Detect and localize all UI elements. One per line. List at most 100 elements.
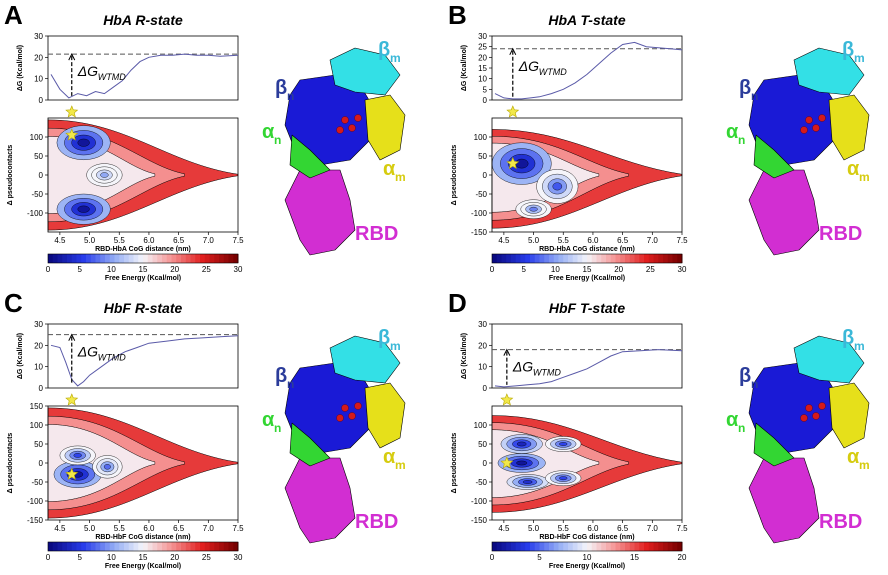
panel-b-beta-m-domain bbox=[793, 47, 865, 96]
panel-c-title: HbF R-state bbox=[104, 300, 183, 316]
panel-c-colorbar-segment-17 bbox=[128, 542, 134, 551]
panel-b-rbd-domain bbox=[748, 169, 820, 256]
panel-d-colorbar-segment-34 bbox=[653, 542, 659, 551]
panel-c-dg-ytick-label-10: 10 bbox=[34, 363, 43, 372]
panel-c-label-alpha-n-sub: n bbox=[274, 421, 281, 435]
panel-a-colorbar-frame bbox=[47, 253, 239, 264]
panel-b-colorbar-segment-7 bbox=[525, 254, 531, 263]
panel-d-dg-annotation: ΔG bbox=[512, 359, 533, 375]
panel-c-letter: C bbox=[4, 288, 23, 318]
panel-b-fe-xtick-label-7-5: 7.5 bbox=[676, 236, 688, 245]
panel-a-dg-ylabel: ΔG (Kcal/mol) bbox=[17, 45, 24, 91]
panel-c-colorbar-segment-12 bbox=[105, 542, 111, 551]
panel-a-structure bbox=[284, 47, 406, 256]
panel-b-colorbar-segment-38 bbox=[672, 254, 678, 263]
panel-d-fe-xtick-label-7-0: 7.0 bbox=[647, 524, 659, 533]
panel-d-letter: D bbox=[448, 288, 467, 318]
panel-d-fe-ylabel: Δ pseudocontacts bbox=[451, 433, 458, 494]
panel-b-fe-star bbox=[506, 156, 520, 170]
panel-a-heme-0 bbox=[341, 116, 349, 124]
panel-a-fe-xtick-label-5-0: 5.0 bbox=[84, 236, 96, 245]
panel-a-label-alpha-n: α bbox=[262, 121, 275, 143]
panel-c-colorbar-segment-14 bbox=[114, 542, 120, 551]
panel-b-heme-0 bbox=[805, 116, 813, 124]
panel-d-dg-arrowhead-top bbox=[503, 348, 511, 356]
panel-d-fe-minimum-0-level-3 bbox=[516, 441, 527, 447]
panel-a-colorbar-segment-21 bbox=[147, 254, 153, 263]
panel-b-colorbar-segment-33 bbox=[648, 254, 654, 263]
panel-c-colorbar-segment-11 bbox=[100, 542, 106, 551]
panel-d-title: HbF T-state bbox=[549, 300, 625, 316]
panel-c-dg-star bbox=[65, 393, 79, 406]
panel-b-fe-ytick-label-50: -50 bbox=[475, 190, 487, 199]
panel-d-colorbar-segment-14 bbox=[558, 542, 564, 551]
panel-d-fe-xlabel: RBD-HbF CoG distance (nm) bbox=[539, 534, 634, 541]
panel-a-colorbar-segment-11 bbox=[100, 254, 106, 263]
panel-d-heme-0 bbox=[805, 404, 813, 412]
panel-c-colorbar-segment-2 bbox=[57, 542, 63, 551]
panel-b-alpha-n-domain bbox=[753, 134, 795, 179]
panel-d-fe-xtick-label-7-5: 7.5 bbox=[676, 524, 688, 533]
panel-b-colorbar-segment-36 bbox=[663, 254, 669, 263]
panel-c-colorbar-segment-37 bbox=[223, 542, 229, 551]
panel-b-colorbar-segment-2 bbox=[501, 254, 507, 263]
panel-d-label-rbd: RBD bbox=[819, 511, 862, 533]
panel-c-colorbar-segment-38 bbox=[228, 542, 234, 551]
panel-b-colorbar-label: Free Energy (Kcal/mol) bbox=[549, 275, 625, 282]
panel-c-dg-ytick-label-30: 30 bbox=[34, 320, 43, 329]
panel-b-colorbar-segment-39 bbox=[677, 254, 683, 263]
panel-b-label-alpha-n-sub: n bbox=[738, 133, 745, 147]
panel-a-dg-ytick-label-20: 20 bbox=[34, 53, 43, 62]
panel-c-colorbar-segment-26 bbox=[171, 542, 177, 551]
panel-a-dg-arrowhead-top bbox=[68, 53, 76, 61]
panel-b-fe-xlabel: RBD-HbA CoG distance (nm) bbox=[539, 246, 635, 253]
panel-b-heme-1 bbox=[812, 124, 820, 132]
panel-a-fe-ytick-label-100: 100 bbox=[30, 133, 44, 142]
panel-c-heme-2 bbox=[336, 414, 344, 422]
panel-b-dg-ylabel: ΔG (Kcal/mol) bbox=[461, 45, 468, 91]
panel-c-colorbar-frame bbox=[47, 541, 239, 552]
panel-a-colorbar-segment-20 bbox=[143, 254, 149, 263]
panel-a-colorbar-segment-6 bbox=[76, 254, 82, 263]
panel-c-dg-annotation-sub: WTMD bbox=[98, 353, 126, 363]
panel-d-colorbar-tick-15: 15 bbox=[630, 553, 639, 562]
panel-b-label-rbd: RBD bbox=[819, 223, 862, 245]
panel-a-colorbar-segment-31 bbox=[195, 254, 201, 263]
panel-a-heme-2 bbox=[336, 126, 344, 134]
panel-a-colorbar-segment-7 bbox=[81, 254, 87, 263]
panel-c-colorbar-segment-4 bbox=[67, 542, 73, 551]
panel-b-colorbar-tick-20: 20 bbox=[614, 265, 623, 274]
panel-d-colorbar-segment-23 bbox=[601, 542, 607, 551]
panel-a-colorbar-segment-3 bbox=[62, 254, 68, 263]
panel-c-colorbar-tick-30: 30 bbox=[234, 553, 243, 562]
panel-a-colorbar-label: Free Energy (Kcal/mol) bbox=[105, 275, 181, 282]
panel-c-fe-xtick-label-5-5: 5.5 bbox=[114, 524, 126, 533]
panel-a-label-alpha-m: α bbox=[383, 158, 396, 180]
panel-d-colorbar-segment-31 bbox=[639, 542, 645, 551]
panel-b-label-alpha-m: α bbox=[847, 158, 860, 180]
panel-a-colorbar-segment-36 bbox=[219, 254, 225, 263]
panel-d-colorbar-segment-24 bbox=[606, 542, 612, 551]
panel-d-colorbar-segment-1 bbox=[496, 542, 502, 551]
panel-b-fe-minimum-1-level-3 bbox=[552, 182, 563, 191]
panel-b-colorbar-segment-12 bbox=[549, 254, 555, 263]
panel-c-fe-ytick-label-150: -150 bbox=[27, 516, 44, 525]
panel-c: C HbF R-state 0 10 20 30 ΔG (Kcal/mol) ΔG WTMD -1… bbox=[0, 288, 444, 575]
panel-d-label-beta-n-sub: n bbox=[751, 377, 758, 391]
panel-c-colorbar-segment-13 bbox=[109, 542, 115, 551]
panel-c-colorbar-tick-25: 25 bbox=[202, 553, 211, 562]
panel-c-colorbar-segment-10 bbox=[95, 542, 101, 551]
panel-b-colorbar-segment-15 bbox=[563, 254, 569, 263]
panel-a-colorbar-segment-32 bbox=[200, 254, 206, 263]
panel-c-colorbar-tick-0: 0 bbox=[46, 553, 51, 562]
panel-c-colorbar-label: Free Energy (Kcal/mol) bbox=[105, 563, 181, 570]
panel-c-dg-arrowhead-top bbox=[68, 333, 76, 341]
panel-a-colorbar-segment-16 bbox=[124, 254, 130, 263]
panel-b-letter: B bbox=[448, 0, 467, 30]
panel-c-colorbar-segment-32 bbox=[200, 542, 206, 551]
panel-a-colorbar-segment-12 bbox=[105, 254, 111, 263]
panel-a-colorbar-segment-4 bbox=[67, 254, 73, 263]
panel-c-fe-minimum-1-level-3 bbox=[73, 453, 82, 458]
panel-c-colorbar-segment-5 bbox=[71, 542, 77, 551]
